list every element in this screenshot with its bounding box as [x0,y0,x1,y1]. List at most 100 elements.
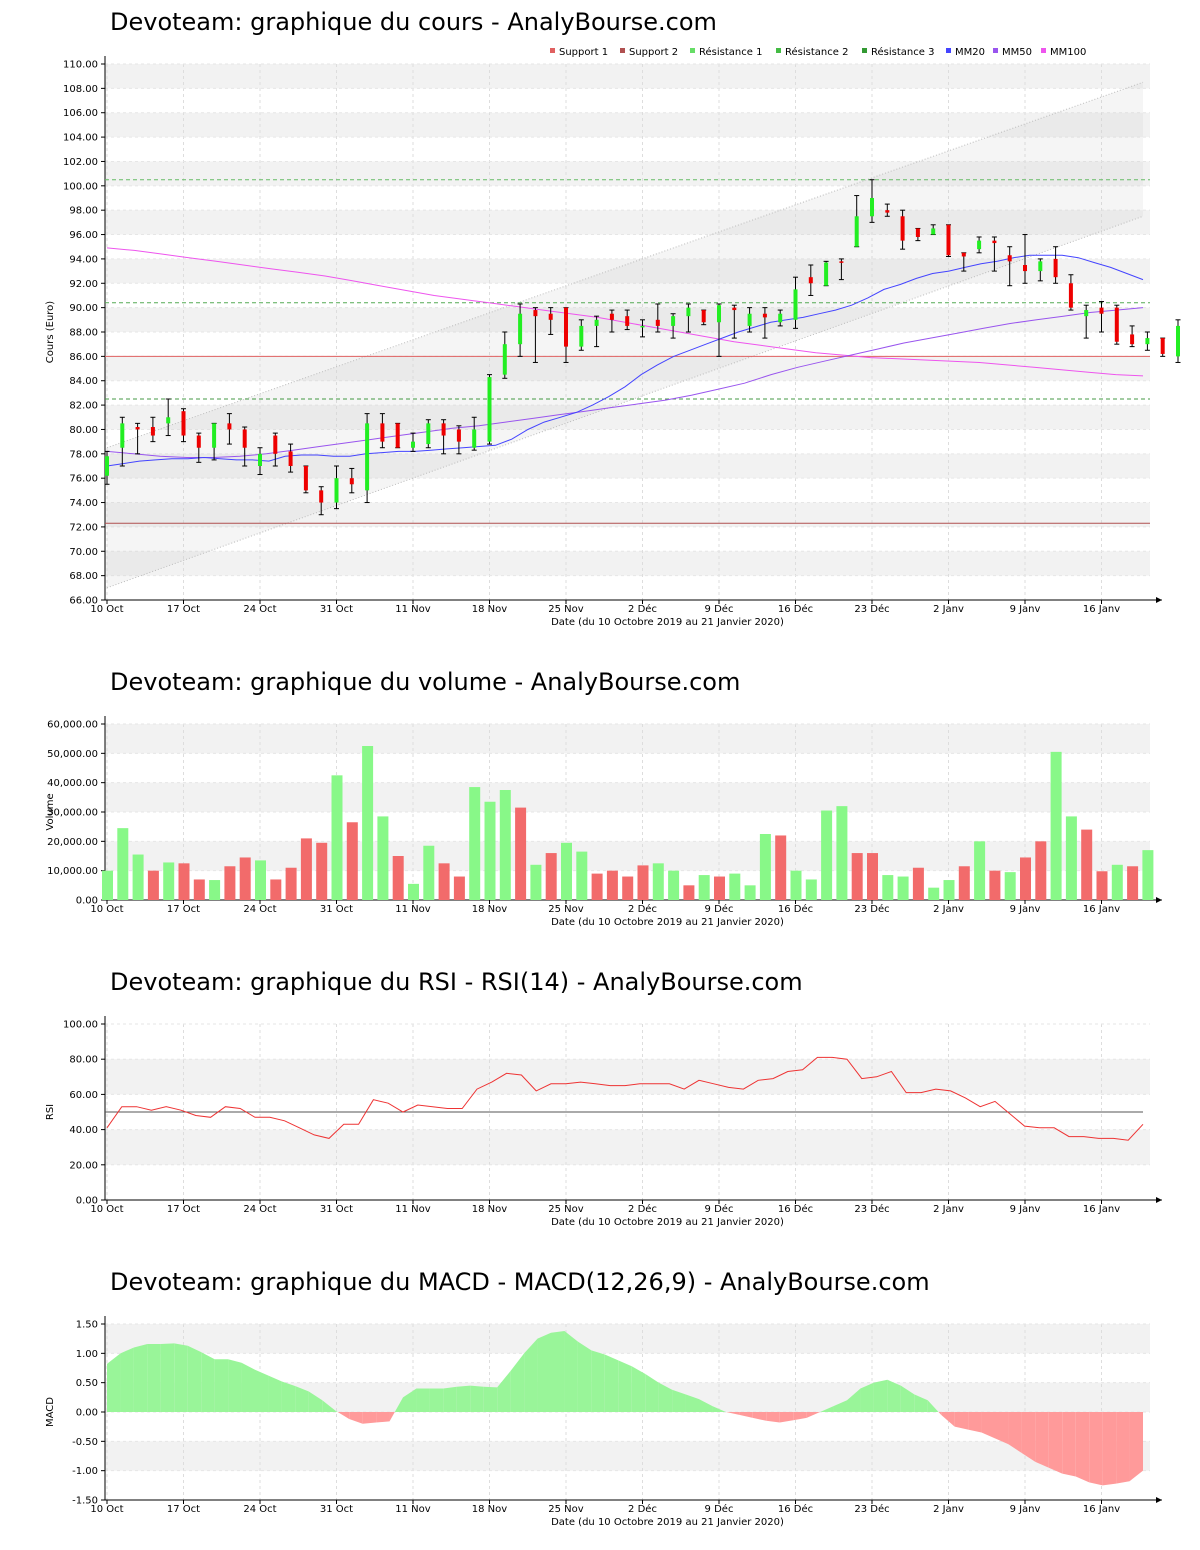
plot-stripe [105,724,1150,754]
candle [701,309,707,326]
candle [532,307,538,363]
macd-area-positive [927,1400,939,1412]
macd-area-negative [362,1412,377,1424]
candle [1007,246,1013,287]
candle [1160,337,1166,357]
candle [410,432,416,452]
macd-area-positive [887,1379,901,1412]
x-tick-label: 10 Oct [90,1504,123,1515]
volume-bar [255,860,266,900]
candle-body [564,307,568,347]
volume-bar [1020,857,1031,900]
legend-label: MM100 [1050,47,1086,58]
volume-bar [453,876,465,900]
candle-body [196,435,201,448]
x-tick-label: 31 Oct [320,1504,353,1515]
candle [578,319,584,351]
y-tick-label: 66.00 [69,596,98,607]
volume-bar [530,864,542,900]
candle-body [1160,338,1165,354]
candle [1114,304,1120,345]
macd-area-positive [295,1386,309,1412]
legend-swatch [690,48,695,53]
x-tick-label: 18 Nov [472,1504,508,1515]
y-tick-label: 50,000.00 [47,749,98,760]
candle [425,419,431,449]
candle [379,413,385,449]
x-tick-label: 2 Déc [628,1203,657,1215]
macd-area-positive [187,1345,202,1412]
legend-swatch [1041,48,1046,53]
macd-area-positive [631,1366,646,1412]
x-axis-title: Date (du 10 Octobre 2019 au 21 Janvier 2… [551,1217,784,1228]
legend-swatch [550,48,555,53]
candle-body [518,313,523,345]
candle-body [854,216,859,247]
x-tick-label: 2 Déc [628,1503,657,1515]
candle-body [334,478,339,503]
macd-area-positive [577,1341,592,1412]
candle-body [166,417,171,424]
y-tick-label: 102.00 [63,157,98,168]
volume-bar [790,870,802,900]
candle [1053,246,1059,284]
trend-channel-lower [106,215,1144,589]
macd-area-negative [779,1412,794,1423]
candle [869,179,875,223]
macd-area-positive [564,1331,578,1412]
x-tick-label: 16 Déc [778,903,813,915]
candle-body [793,289,798,320]
candle-body [472,429,477,448]
candle-body [701,310,706,323]
macd-chart: -1.50 -1.00 -0.50 0.00 0.50 1.00 1.50 10 Oct 17 … [45,1316,1162,1528]
rsi-chart: 0.00 20.00 40.00 60.00 80.00 100.00 10 Oct 17 O… [45,1016,1162,1228]
y-tick-label: 110.00 [63,60,98,71]
macd-area-positive [645,1373,659,1412]
x-axis-title: Date (du 10 Octobre 2019 au 21 Janvier 2… [551,917,784,928]
macd-area-negative [337,1412,350,1420]
y-tick-label: 68.00 [69,571,98,582]
y-tick-label: 88.00 [69,328,98,339]
macd-area-positive [335,1410,338,1412]
x-tick-label: 23 Déc [854,1203,889,1215]
candle-body [1053,258,1058,278]
volume-bar [958,866,970,900]
plot-stripe [105,1441,1150,1471]
macd-area-negative [954,1412,969,1430]
y-tick-label: 60.00 [69,1090,98,1101]
candle [624,309,630,331]
y-tick-label: 86.00 [69,352,98,363]
candle-body [487,377,492,442]
mm20-line [106,254,1144,467]
volume-chart-title: Devoteam: graphique du volume - AnalyBou… [110,668,741,696]
volume-bar [132,854,144,900]
volume-bar [1142,850,1154,900]
macd-area-positive [860,1382,874,1412]
macd-area-negative [752,1412,767,1421]
volume-bar [239,857,251,900]
volume-bar [821,810,833,900]
candle-body [931,228,936,235]
x-tick-label: 24 Oct [243,1204,276,1215]
y-tick-label: 100.00 [63,1020,98,1031]
candle-body [395,423,400,448]
y-tick-label: 20.00 [69,1160,98,1171]
y-axis-title: MACD [45,1397,56,1427]
candle-body [135,427,140,430]
y-tick-label: 0.50 [76,1378,98,1389]
x-tick-label: 9 Janv [1010,904,1041,915]
volume-bar [1096,871,1108,900]
plot-frame: 66.00 68.00 70.00 72.00 74.00 76.00 78.00 80.00… [45,56,1162,628]
x-tick-label: 31 Oct [320,604,353,615]
volume-bar [928,887,940,900]
y-tick-label: 98.00 [69,206,98,217]
y-tick-label: 100.00 [63,181,98,192]
macd-area-negative [1035,1412,1049,1468]
candle [685,303,691,333]
y-tick-label: -1.50 [72,1496,98,1507]
volume-bar [1004,872,1016,900]
x-axis-arrow [1156,597,1162,603]
macd-area-negative [766,1412,780,1423]
legend-label: Support 1 [559,47,608,58]
x-tick-label: 23 Déc [854,603,889,615]
